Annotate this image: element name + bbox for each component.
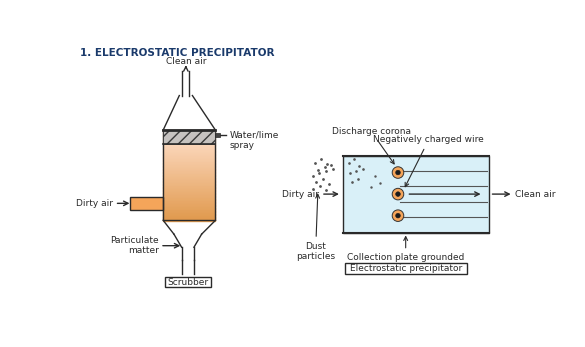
Polygon shape (163, 199, 215, 201)
Text: Electrostatic precipitator: Electrostatic precipitator (350, 264, 462, 273)
Circle shape (392, 210, 404, 221)
Polygon shape (163, 189, 215, 191)
Polygon shape (163, 177, 215, 179)
Polygon shape (163, 216, 215, 218)
Polygon shape (163, 213, 215, 215)
Text: Discharge corona: Discharge corona (332, 127, 411, 164)
Polygon shape (163, 132, 215, 134)
Text: Clean air: Clean air (166, 57, 206, 66)
Polygon shape (163, 175, 215, 177)
Polygon shape (163, 201, 215, 203)
Text: Dirty air: Dirty air (76, 199, 113, 208)
Polygon shape (163, 166, 215, 168)
Polygon shape (163, 198, 215, 200)
Polygon shape (163, 130, 215, 132)
Polygon shape (163, 192, 215, 194)
Polygon shape (165, 277, 211, 287)
Polygon shape (163, 202, 215, 204)
Circle shape (392, 167, 404, 178)
Polygon shape (163, 150, 215, 152)
Polygon shape (163, 204, 215, 206)
Polygon shape (163, 130, 215, 144)
Polygon shape (163, 210, 215, 212)
Text: Water/lime
spray: Water/lime spray (229, 130, 278, 150)
Polygon shape (163, 156, 215, 158)
Text: Dirty air: Dirty air (283, 189, 319, 198)
Polygon shape (163, 141, 215, 143)
Polygon shape (163, 172, 215, 174)
Text: Particulate
matter: Particulate matter (110, 236, 159, 255)
Polygon shape (343, 155, 489, 232)
Polygon shape (163, 133, 215, 135)
Circle shape (392, 188, 404, 200)
Polygon shape (163, 139, 215, 141)
Polygon shape (163, 147, 215, 149)
Polygon shape (163, 154, 215, 156)
Text: 1. ELECTROSTATIC PRECIPITATOR: 1. ELECTROSTATIC PRECIPITATOR (80, 48, 274, 58)
Polygon shape (163, 217, 215, 219)
Text: Collection plate grounded: Collection plate grounded (347, 237, 464, 262)
Polygon shape (163, 196, 215, 198)
Polygon shape (163, 151, 215, 153)
Polygon shape (163, 183, 215, 185)
Text: Scrubber: Scrubber (167, 278, 208, 287)
Polygon shape (163, 187, 215, 189)
Polygon shape (163, 171, 215, 172)
Polygon shape (163, 184, 215, 186)
Circle shape (395, 192, 400, 196)
Polygon shape (163, 160, 215, 162)
Circle shape (395, 213, 400, 218)
Polygon shape (163, 148, 215, 150)
Polygon shape (163, 207, 215, 209)
Polygon shape (163, 153, 215, 155)
Polygon shape (215, 133, 220, 137)
Polygon shape (163, 135, 215, 137)
Polygon shape (163, 186, 215, 188)
Polygon shape (163, 219, 215, 221)
Polygon shape (163, 144, 215, 146)
Polygon shape (163, 195, 215, 197)
Polygon shape (345, 263, 466, 274)
Polygon shape (163, 165, 215, 167)
Text: Dust
particles: Dust particles (296, 194, 335, 261)
Polygon shape (163, 190, 215, 192)
Polygon shape (163, 169, 215, 171)
Polygon shape (163, 142, 215, 144)
Text: Negatively charged wire: Negatively charged wire (373, 135, 484, 187)
Polygon shape (163, 162, 215, 163)
Polygon shape (130, 197, 163, 210)
Polygon shape (163, 168, 215, 170)
Polygon shape (163, 208, 215, 210)
Polygon shape (163, 145, 215, 147)
Polygon shape (163, 193, 215, 195)
Polygon shape (163, 205, 215, 207)
Circle shape (395, 170, 400, 175)
Polygon shape (163, 157, 215, 159)
Polygon shape (163, 178, 215, 180)
Polygon shape (163, 180, 215, 181)
Polygon shape (163, 138, 215, 139)
Polygon shape (163, 163, 215, 165)
Polygon shape (163, 211, 215, 213)
Text: Clean air: Clean air (515, 189, 556, 198)
Polygon shape (163, 181, 215, 183)
Polygon shape (163, 174, 215, 176)
Polygon shape (163, 159, 215, 161)
Polygon shape (163, 214, 215, 216)
Polygon shape (163, 136, 215, 138)
